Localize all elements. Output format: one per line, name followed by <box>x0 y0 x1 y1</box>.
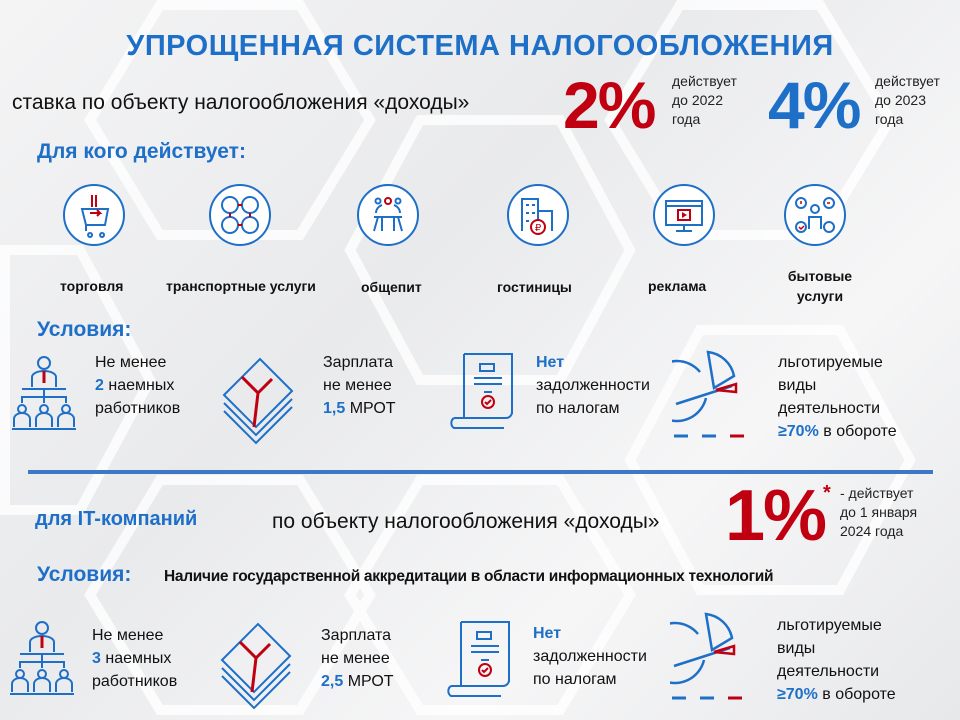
advertising-icon <box>653 184 715 246</box>
dining-icon <box>357 184 419 246</box>
sector-label: гостиницы <box>497 279 572 295</box>
tax-document-icon <box>447 621 510 697</box>
rate-4-validity: действует до 2023 года <box>875 72 940 129</box>
condition-line: МРОТ <box>345 400 396 417</box>
validity-line: до 1 января <box>840 504 918 520</box>
salary-condition: Зарплата не менее 1,5 МРОТ <box>323 351 396 420</box>
pie-chart-icon <box>670 612 744 700</box>
sector-label: транспортные услуги <box>166 278 316 294</box>
condition-line: по налогам <box>533 671 617 688</box>
it-rate-1-percent: 1% <box>725 476 827 556</box>
condition-line: Зарплата <box>323 354 394 371</box>
it-rate-description: по объекту налогообложения «доходы» <box>272 510 660 533</box>
validity-line: до 2022 <box>672 92 723 108</box>
condition-line: не менее <box>321 650 390 667</box>
it-rate-validity: - действует до 1 января 2024 года <box>840 484 917 541</box>
activity-share-condition: льготируемые виды деятельности ≥70% в оборо… <box>778 351 897 443</box>
salary-condition: Зарплата не менее 2,5 МРОТ <box>321 624 394 693</box>
validity-line: года <box>875 111 904 127</box>
condition-line: деятельности <box>777 663 880 680</box>
condition-line: не менее <box>323 377 392 394</box>
rate-description: ставка по объекту налогообложения «доход… <box>12 91 470 114</box>
condition-line: МРОТ <box>343 673 394 690</box>
condition-number: 2 <box>95 377 104 394</box>
validity-line: - действует <box>840 485 914 501</box>
household-services-icon <box>784 184 846 246</box>
validity-line: действует <box>875 73 940 89</box>
debt-condition: Нет задолженности по налогам <box>533 622 647 691</box>
rate-2-percent: 2% <box>563 68 656 142</box>
accreditation-condition: Наличие государственной аккредитации в о… <box>164 568 774 585</box>
sector-label-line: бытовые <box>787 268 853 284</box>
employees-condition: Не менее 2 наемных работников <box>95 351 180 420</box>
rate-4-percent: 4% <box>768 68 861 142</box>
sector-label-line: услуги <box>796 288 844 304</box>
condition-number: ≥70% <box>777 686 818 703</box>
employees-condition: Не менее 3 наемных работников <box>92 624 177 693</box>
sector-label: торговля <box>60 278 124 294</box>
condition-number: 1,5 <box>323 400 346 417</box>
tax-document-icon <box>450 353 513 429</box>
conditions-heading: Условия: <box>37 318 132 341</box>
debt-condition: Нет задолженности по налогам <box>536 351 650 420</box>
validity-line: года <box>672 111 701 127</box>
condition-line: Не менее <box>95 354 167 371</box>
shopping-cart-icon <box>63 184 125 246</box>
condition-line: Не менее <box>92 627 164 644</box>
sector-label: реклама <box>648 278 707 294</box>
it-heading: для IT-компаний <box>35 508 198 530</box>
section-divider <box>28 470 933 474</box>
condition-line: виды <box>777 640 816 657</box>
condition-line: в обороте <box>817 686 896 703</box>
sector-label: общепит <box>361 279 422 295</box>
condition-emphasis: Нет <box>536 354 565 371</box>
condition-line: наемных <box>100 650 172 667</box>
svg-text:₽: ₽ <box>535 223 542 234</box>
condition-line: задолженности <box>536 377 650 394</box>
validity-line: 2024 года <box>840 523 904 539</box>
condition-line: деятельности <box>778 400 881 417</box>
employees-hierarchy-icon <box>12 355 78 431</box>
condition-number: 3 <box>92 650 101 667</box>
condition-line: по налогам <box>536 400 620 417</box>
condition-line: виды <box>778 377 817 394</box>
condition-line: работников <box>92 673 178 690</box>
condition-number: ≥70% <box>778 423 819 440</box>
condition-emphasis: Нет <box>533 625 562 642</box>
transport-icon <box>209 184 271 246</box>
for-whom-heading: Для кого действует: <box>37 140 246 163</box>
employees-hierarchy-icon <box>10 620 76 696</box>
validity-line: до 2023 <box>875 92 926 108</box>
condition-line: Зарплата <box>321 627 392 644</box>
condition-line: работников <box>95 400 181 417</box>
money-stack-icon <box>220 622 292 710</box>
condition-line: в обороте <box>818 423 897 440</box>
activity-share-condition: льготируемые виды деятельности ≥70% в оборо… <box>777 614 896 706</box>
asterisk: * <box>823 482 831 504</box>
hotel-icon: ₽ <box>507 184 569 246</box>
conditions-it-heading: Условия: <box>37 563 132 586</box>
condition-line: льготируемые <box>778 354 883 371</box>
sector-label: бытовые услуги <box>770 266 870 306</box>
condition-line: наемных <box>103 377 175 394</box>
rate-2-validity: действует до 2022 года <box>672 72 737 129</box>
condition-line: задолженности <box>533 648 647 665</box>
condition-number: 2,5 <box>321 673 344 690</box>
page-title: УПРОЩЕННАЯ СИСТЕМА НАЛОГООБЛОЖЕНИЯ <box>126 30 834 62</box>
validity-line: действует <box>672 73 737 89</box>
money-stack-icon <box>222 357 294 445</box>
pie-chart-icon <box>672 350 746 438</box>
condition-line: льготируемые <box>777 617 882 634</box>
